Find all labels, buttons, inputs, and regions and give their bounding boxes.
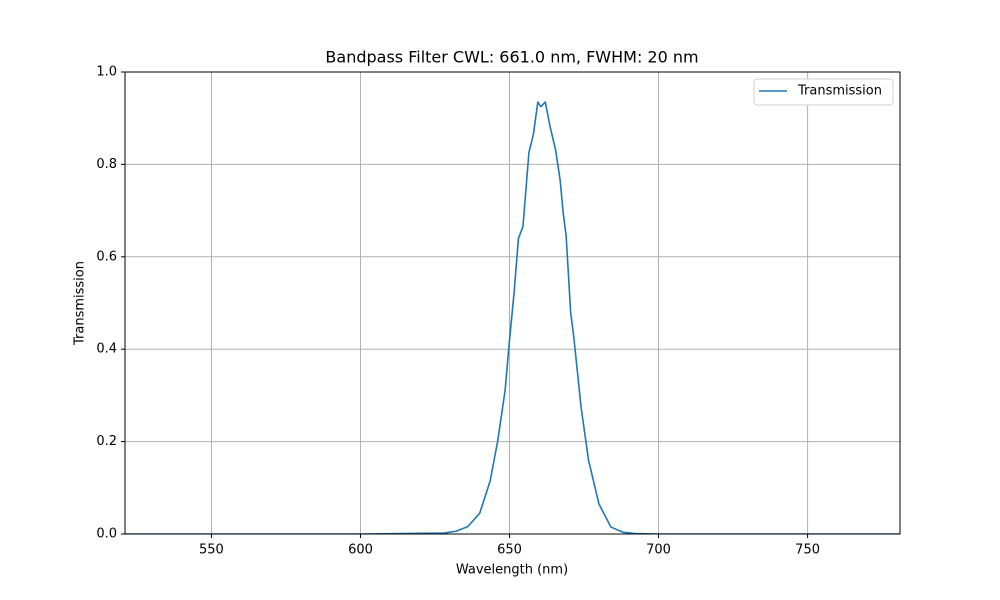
y-tick-label: 0.6 (96, 249, 117, 264)
y-tick-label: 0.0 (96, 527, 117, 542)
legend-label: Transmission (797, 84, 882, 99)
y-tick-label: 0.4 (96, 342, 117, 357)
y-tick-label: 0.8 (96, 157, 117, 172)
x-axis-label: Wavelength (nm) (456, 563, 568, 578)
line (125, 101, 900, 534)
x-tick-label: 600 (348, 543, 373, 558)
plot-frame (124, 71, 901, 535)
y-tick-label: 0.2 (96, 434, 117, 449)
chart-title: Bandpass Filter CWL: 661.0 nm, FWHM: 20 … (325, 48, 698, 67)
x-tick-label: 650 (497, 543, 522, 558)
x-tick-label: 550 (199, 543, 224, 558)
legend-box (753, 78, 894, 106)
x-tick-label: 700 (646, 543, 671, 558)
x-tick-label: 750 (795, 543, 820, 558)
y-axis-label: Transmission (73, 261, 88, 346)
y-tick-label: 1.0 (96, 65, 117, 80)
